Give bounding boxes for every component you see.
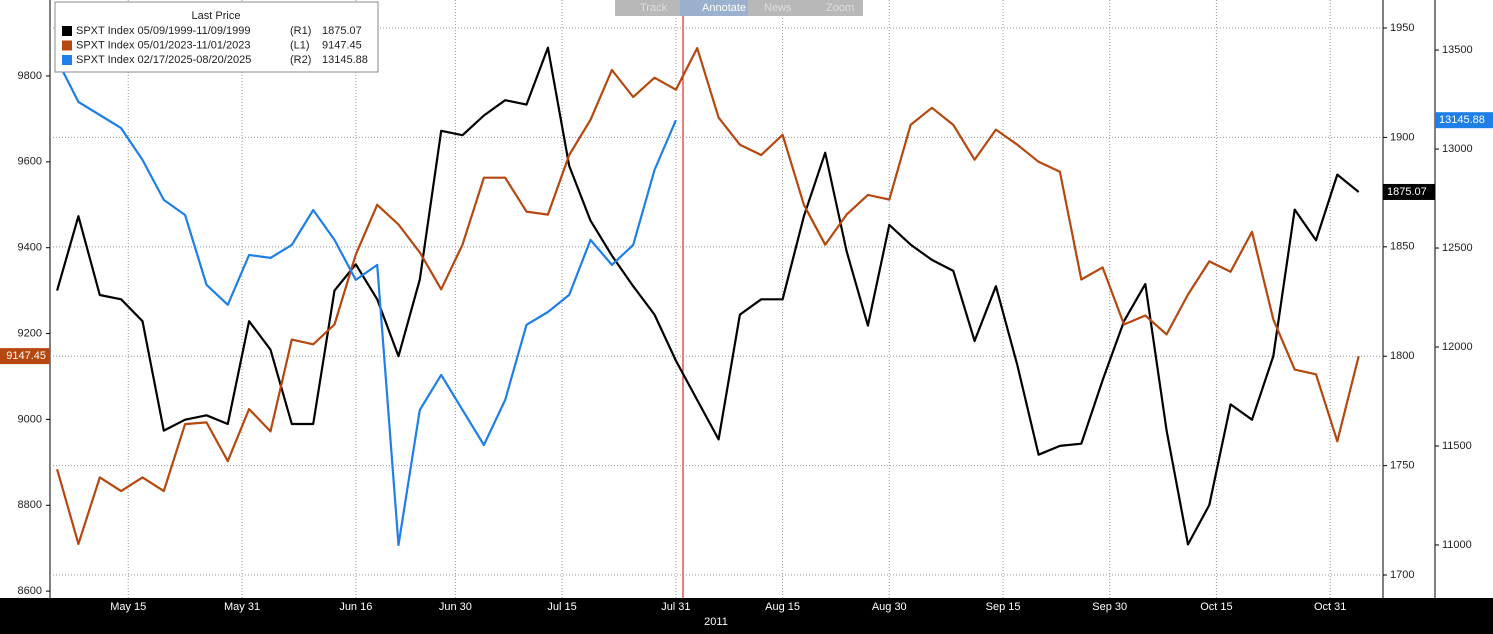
x-tick-label: Aug 30 <box>872 601 907 613</box>
x-tick-label: Jul 15 <box>547 601 576 613</box>
legend-swatch <box>62 40 72 51</box>
legend-box <box>54 1 379 73</box>
series-line <box>56 59 677 547</box>
legend-axis: (R2) <box>290 54 311 66</box>
legend-value: 9147.45 <box>322 39 362 51</box>
toolbar-button[interactable]: Annotate <box>702 2 746 14</box>
x-tick-label: Oct 31 <box>1314 601 1346 613</box>
legend-axis: (R1) <box>290 25 311 37</box>
last-value-label: 1875.07 <box>1387 186 1427 198</box>
last-value-badge <box>1435 112 1493 129</box>
x-axis-band <box>0 598 1493 634</box>
x-tick-label: May 15 <box>110 601 146 613</box>
toolbar-button[interactable]: Zoom <box>826 2 854 14</box>
y2-tick-label: 1900 <box>1390 131 1414 143</box>
x-tick-label: Jun 30 <box>439 601 472 613</box>
y2-tick-label: 1950 <box>1390 22 1414 34</box>
legend: Last Price SPXT Index 05/09/1999-11/09/1… <box>54 1 379 73</box>
toolbar-button[interactable]: News <box>764 2 792 14</box>
legend-name: SPXT Index 05/01/2023-11/01/2023 <box>76 39 251 51</box>
x-axis-label: 2011 <box>704 616 728 628</box>
legend-axis: (L1) <box>290 39 310 51</box>
y-tick-label: 9200 <box>18 327 42 339</box>
legend-swatch <box>62 26 72 36</box>
series-line <box>56 46 1360 546</box>
y3-tick-label: 12000 <box>1442 341 1473 353</box>
y2-tick-label: 1800 <box>1390 350 1414 362</box>
legend-swatch <box>62 55 72 65</box>
x-tick-label: May 31 <box>224 601 260 613</box>
y2-tick-label: 1850 <box>1390 241 1414 253</box>
x-tick-label: Sep 30 <box>1092 601 1127 613</box>
series-line <box>56 47 1360 545</box>
y2-tick-label: 1700 <box>1390 569 1414 581</box>
y3-tick-label: 13000 <box>1442 143 1473 155</box>
y-tick-label: 9800 <box>18 70 42 82</box>
last-value-badge <box>0 348 50 365</box>
last-value-label: 13145.88 <box>1439 114 1485 126</box>
y3-tick-label: 11500 <box>1442 440 1472 452</box>
y3-tick-label: 12500 <box>1442 242 1473 254</box>
y3-tick-label: 11000 <box>1442 539 1472 551</box>
last-value-badge <box>1383 183 1435 200</box>
legend-title: Last Price <box>192 10 241 22</box>
legend-name: SPXT Index 02/17/2025-08/20/2025 <box>76 54 251 66</box>
y2-tick-label: 1750 <box>1390 460 1414 472</box>
x-tick-label: Jun 16 <box>339 601 372 613</box>
toolbar-button[interactable]: Track <box>640 2 668 14</box>
toolbar-active <box>680 0 748 16</box>
y-tick-label: 9000 <box>18 413 42 425</box>
last-value-label: 9147.45 <box>6 350 46 362</box>
legend-name: SPXT Index 05/09/1999-11/09/1999 <box>76 25 251 37</box>
x-tick-label: Oct 15 <box>1200 601 1232 613</box>
legend-value: 1875.07 <box>322 25 362 37</box>
toolbar: Track Annotate News Zoom <box>615 0 863 16</box>
legend-value: 13145.88 <box>322 54 368 66</box>
x-tick-label: Sep 15 <box>986 601 1021 613</box>
x-tick-label: Aug 15 <box>765 601 800 613</box>
x-tick-label: Jul 31 <box>661 601 690 613</box>
y-tick-label: 8600 <box>18 585 42 597</box>
y3-tick-label: 13500 <box>1442 44 1473 56</box>
y-tick-label: 9600 <box>18 156 42 168</box>
y-tick-label: 8800 <box>18 499 42 511</box>
y-tick-label: 9400 <box>18 242 42 254</box>
